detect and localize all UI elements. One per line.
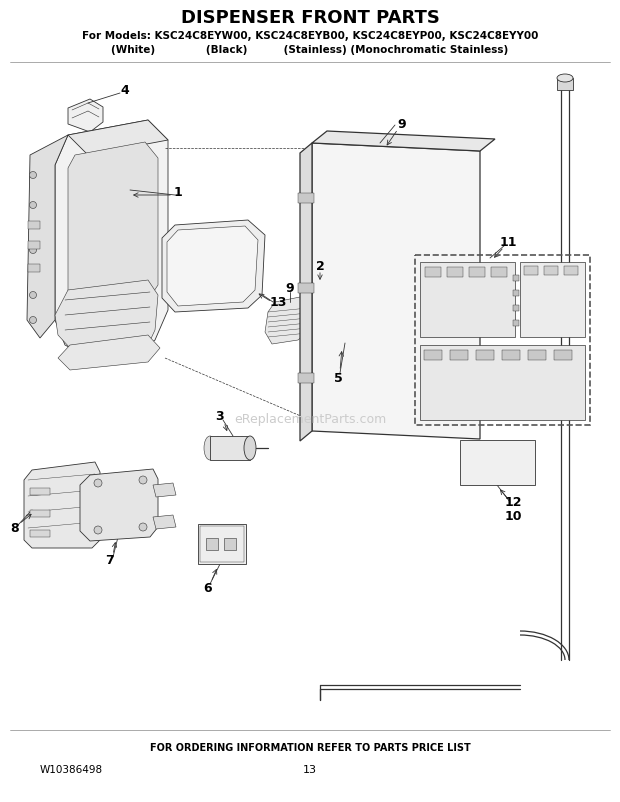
Text: 6: 6 <box>204 581 212 594</box>
Text: 8: 8 <box>11 521 19 534</box>
Bar <box>513 320 519 326</box>
Polygon shape <box>68 142 158 305</box>
Bar <box>206 538 218 550</box>
Polygon shape <box>24 462 100 548</box>
Bar <box>198 524 246 564</box>
Circle shape <box>30 291 37 298</box>
Text: 4: 4 <box>121 84 130 98</box>
Ellipse shape <box>204 436 216 460</box>
Text: 11: 11 <box>499 237 516 249</box>
Circle shape <box>30 172 37 179</box>
Text: MUSE: MUSE <box>207 262 223 268</box>
Bar <box>513 275 519 281</box>
Polygon shape <box>55 120 168 358</box>
Polygon shape <box>265 296 312 344</box>
Text: 13: 13 <box>303 765 317 775</box>
Bar <box>469 267 485 277</box>
Bar <box>298 373 314 383</box>
Circle shape <box>94 479 102 487</box>
Text: 3: 3 <box>216 410 224 423</box>
Bar <box>524 266 538 275</box>
Polygon shape <box>302 278 338 368</box>
Circle shape <box>139 523 147 531</box>
Text: 12: 12 <box>504 496 522 509</box>
Bar <box>513 290 519 296</box>
Text: (White)              (Black)          (Stainless) (Monochromatic Stainless): (White) (Black) (Stainless) (Monochromat… <box>112 45 508 55</box>
Polygon shape <box>153 483 176 497</box>
Bar <box>502 350 520 360</box>
Bar <box>447 267 463 277</box>
Polygon shape <box>162 220 265 312</box>
Text: 10: 10 <box>504 509 522 522</box>
Polygon shape <box>68 120 168 155</box>
Bar <box>28 221 40 229</box>
Text: 7: 7 <box>105 554 114 568</box>
Polygon shape <box>312 131 495 151</box>
Bar <box>30 510 50 517</box>
Polygon shape <box>210 436 250 460</box>
Circle shape <box>30 246 37 253</box>
Circle shape <box>139 476 147 484</box>
Bar <box>557 78 573 90</box>
Bar <box>28 241 40 249</box>
Polygon shape <box>312 143 480 439</box>
Bar <box>200 526 244 562</box>
Bar <box>460 440 535 485</box>
Text: 9: 9 <box>286 282 294 295</box>
Text: W10386498: W10386498 <box>40 765 103 775</box>
Text: eReplacementParts.com: eReplacementParts.com <box>234 414 386 427</box>
Circle shape <box>30 317 37 323</box>
Bar <box>513 305 519 311</box>
Polygon shape <box>68 99 103 132</box>
Polygon shape <box>80 469 158 541</box>
Polygon shape <box>58 335 160 370</box>
Bar <box>520 262 585 337</box>
Bar <box>420 262 515 337</box>
Polygon shape <box>167 226 258 306</box>
Bar <box>224 538 236 550</box>
Text: For Models: KSC24C8EYW00, KSC24C8EYB00, KSC24C8EYP00, KSC24C8EYY00: For Models: KSC24C8EYW00, KSC24C8EYB00, … <box>82 31 538 41</box>
Bar <box>30 530 50 537</box>
Bar <box>298 283 314 293</box>
Text: FOR ORDERING INFORMATION REFER TO PARTS PRICE LIST: FOR ORDERING INFORMATION REFER TO PARTS … <box>149 743 471 753</box>
Polygon shape <box>55 280 158 352</box>
Bar <box>28 264 40 272</box>
Text: 5: 5 <box>334 371 342 384</box>
Text: 13: 13 <box>269 297 286 310</box>
Polygon shape <box>153 515 176 529</box>
Bar <box>564 266 578 275</box>
Text: DISPENSER FRONT PARTS: DISPENSER FRONT PARTS <box>180 9 440 27</box>
Bar <box>554 350 572 360</box>
Bar <box>30 488 50 495</box>
Polygon shape <box>300 143 312 441</box>
Text: 9: 9 <box>397 119 406 132</box>
Bar <box>425 267 441 277</box>
Bar <box>476 350 494 360</box>
Bar <box>491 267 507 277</box>
Bar <box>424 350 442 360</box>
Ellipse shape <box>244 436 256 460</box>
Ellipse shape <box>557 74 573 82</box>
Bar <box>415 255 590 425</box>
Bar <box>528 350 546 360</box>
Text: 2: 2 <box>316 260 324 273</box>
Circle shape <box>94 526 102 534</box>
Bar <box>420 345 585 420</box>
Bar <box>544 266 558 275</box>
Circle shape <box>30 201 37 209</box>
Polygon shape <box>27 135 68 338</box>
Bar <box>298 193 314 203</box>
Text: 1: 1 <box>174 185 182 199</box>
Bar <box>450 350 468 360</box>
